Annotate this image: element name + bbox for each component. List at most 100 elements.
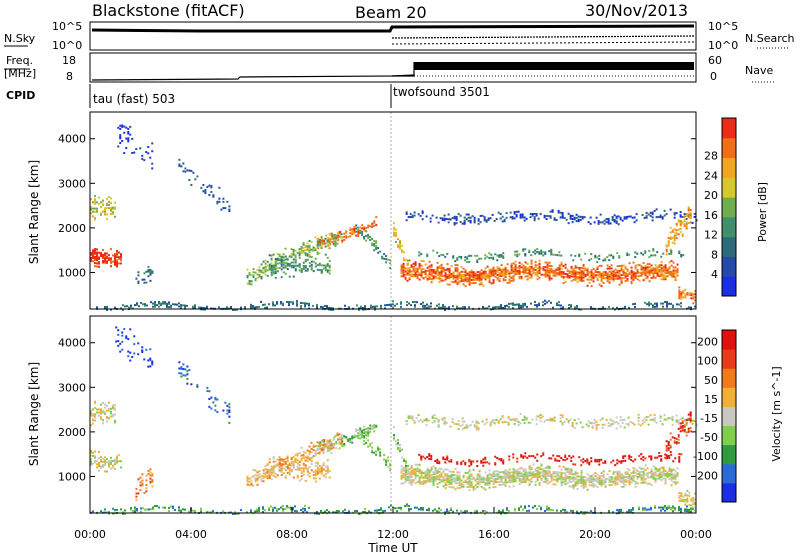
power-echo-cell	[551, 209, 554, 212]
velocity-echo-cell	[619, 416, 622, 419]
power-echo-cell	[230, 305, 232, 308]
power-echo-cell	[90, 252, 92, 255]
velocity-echo-cell	[538, 505, 540, 508]
velocity-echo-cell	[432, 473, 435, 476]
power-echo-cell	[530, 254, 533, 257]
power-echo-cell	[274, 258, 277, 261]
power-echo-cell	[508, 302, 510, 305]
velocity-echo-cell	[104, 464, 106, 467]
power-echo-cell	[488, 277, 491, 280]
power-echo-cell	[94, 265, 96, 268]
power-echo-cell	[137, 271, 140, 274]
velocity-echo-cell	[296, 454, 299, 457]
velocity-echo-cell	[490, 475, 493, 478]
velocity-echo-cell	[418, 477, 421, 480]
power-echo-cell	[151, 270, 154, 273]
velocity-echo-cell	[465, 426, 468, 429]
power-echo-cell	[413, 211, 416, 214]
velocity-echo-cell	[658, 477, 661, 480]
velocity-echo-cell	[689, 430, 692, 433]
power-echo-cell	[522, 264, 525, 267]
velocity-echo-cell	[570, 477, 573, 480]
power-echo-cell	[654, 264, 657, 267]
power-echo-cell	[466, 272, 469, 275]
power-echo-cell	[304, 258, 307, 261]
power-echo-cell	[512, 268, 515, 271]
power-echo-cell	[490, 269, 493, 272]
power-echo-cell	[528, 251, 531, 254]
power-echo-cell	[489, 217, 492, 220]
velocity-echo-cell	[121, 348, 124, 351]
power-echo-cell	[422, 304, 424, 307]
power-echo-cell	[204, 188, 207, 191]
velocity-echo-cell	[453, 422, 456, 425]
power-echo-cell	[542, 301, 544, 304]
power-echo-cell	[490, 253, 493, 256]
velocity-echo-cell	[108, 462, 110, 465]
power-echo-cell	[351, 228, 354, 231]
power-echo-cell	[330, 234, 333, 237]
power-echo-cell	[580, 274, 583, 277]
power-echo-cell	[302, 261, 305, 264]
velocity-echo-cell	[456, 477, 459, 480]
power-echo-cell	[494, 271, 497, 274]
power-echo-cell	[556, 268, 559, 271]
velocity-echo-cell	[642, 475, 645, 478]
power-echo-cell	[638, 271, 641, 274]
power-echo-cell	[224, 207, 227, 210]
velocity-echo-cell	[210, 396, 213, 399]
velocity-echo-cell	[642, 470, 645, 473]
velocity-echo-cell	[214, 404, 217, 407]
velocity-echo-cell	[280, 506, 282, 509]
velocity-echo-cell	[330, 445, 333, 448]
velocity-echo-cell	[264, 474, 267, 477]
velocity-echo-cell	[436, 468, 439, 471]
velocity-echo-cell	[658, 506, 660, 509]
power-echo-cell	[292, 302, 294, 305]
velocity-echo-cell	[472, 489, 475, 492]
power-echo-cell	[598, 274, 601, 277]
velocity-echo-cell	[658, 472, 661, 475]
power-echo-cell	[616, 265, 619, 268]
velocity-echo-cell	[400, 477, 403, 480]
power-echo-cell	[357, 235, 360, 238]
power-echo-cell	[139, 147, 142, 150]
power-echo-cell	[640, 268, 643, 271]
power-echo-cell	[448, 283, 451, 286]
velocity-echo-cell	[278, 463, 281, 466]
power-echo-cell	[544, 266, 547, 269]
power-echo-cell	[410, 275, 413, 278]
velocity-echo-cell	[512, 472, 515, 475]
power-echo-cell	[270, 264, 273, 267]
power-echo-cell	[104, 260, 106, 263]
velocity-echo-cell	[127, 338, 130, 341]
velocity-echo-cell	[610, 479, 613, 482]
velocity-echo-cell	[456, 486, 459, 489]
velocity-echo-cell	[650, 484, 653, 487]
velocity-echo-cell	[457, 423, 460, 426]
power-echo-cell	[106, 204, 108, 207]
velocity-echo-cell	[658, 474, 661, 477]
power-echo-cell	[456, 282, 459, 285]
velocity-echo-cell	[326, 468, 329, 471]
power-echo-cell	[634, 302, 636, 305]
power-echo-cell	[662, 275, 665, 278]
power-echo-cell	[536, 278, 539, 281]
velocity-echo-cell	[438, 473, 441, 476]
velocity-echo-cell	[492, 483, 495, 486]
power-echo-cell	[162, 301, 164, 304]
power-echo-cell	[476, 259, 479, 262]
power-echo-cell	[143, 278, 146, 281]
velocity-echo-cell	[504, 479, 507, 482]
power-echo-cell	[374, 307, 376, 310]
velocity-echo-cell	[333, 436, 336, 439]
power-echo-cell	[625, 217, 628, 220]
power-echo-cell	[434, 270, 437, 273]
velocity-echo-cell	[288, 467, 291, 470]
velocity-echo-cell	[310, 441, 313, 444]
power-echo-cell	[399, 242, 401, 245]
velocity-echo-cell	[149, 359, 152, 362]
velocity-echo-cell	[134, 511, 136, 514]
power-echo-cell	[530, 273, 533, 276]
power-echo-cell	[560, 270, 563, 273]
